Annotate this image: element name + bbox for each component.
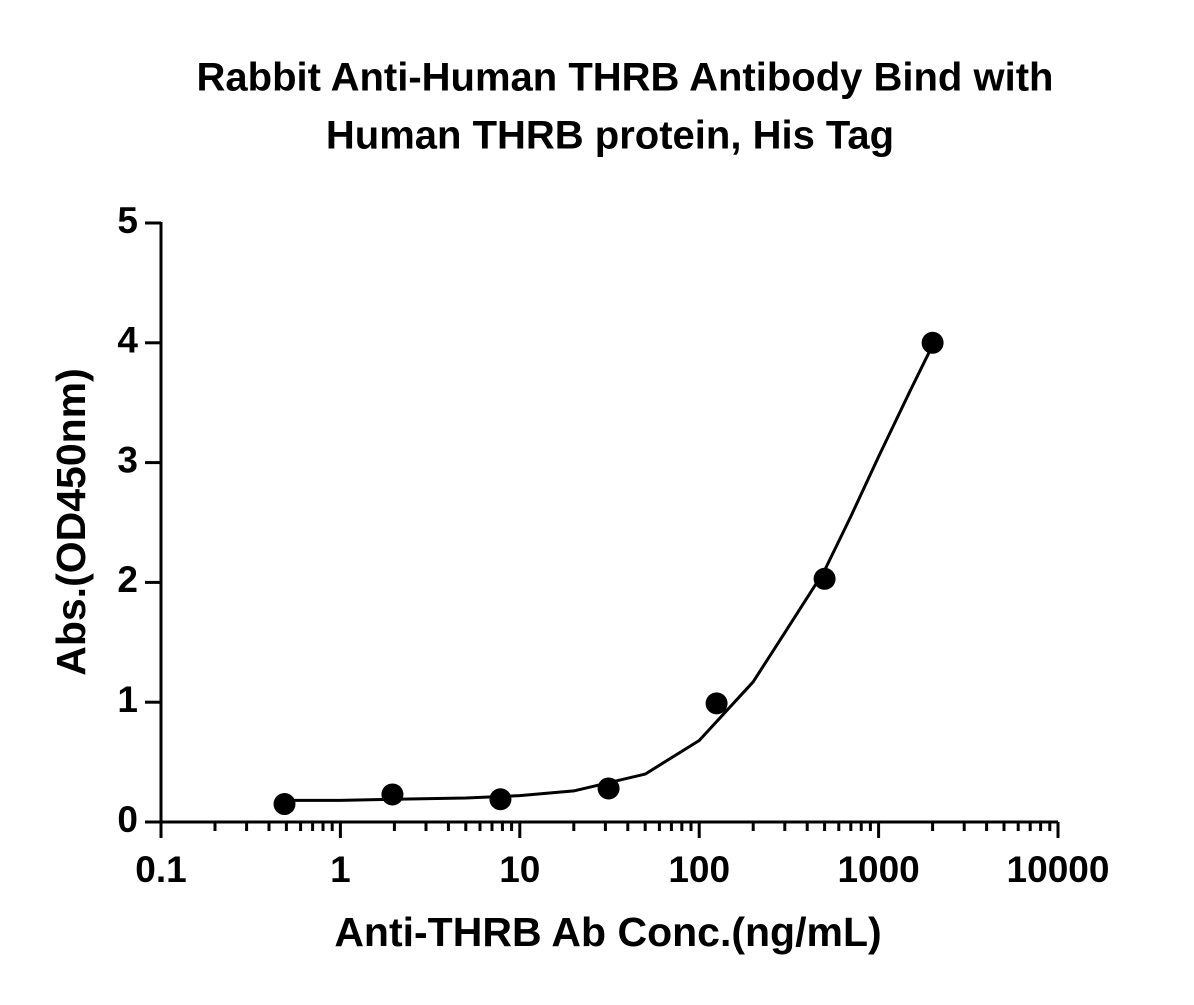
data-point [921, 331, 944, 354]
data-point [273, 793, 296, 816]
data-point [381, 783, 404, 806]
x-tick-label: 100 [668, 849, 730, 890]
y-tick-label: 5 [117, 200, 138, 241]
x-tick-label: 10 [499, 849, 540, 890]
x-axis-label: Anti-THRB Ab Conc.(ng/mL) [334, 909, 881, 955]
data-point [597, 777, 620, 800]
data-point [705, 692, 728, 715]
data-point [813, 567, 836, 590]
x-tick-label: 1000 [837, 849, 919, 890]
fit-curve [286, 344, 934, 802]
y-tick-label: 1 [117, 679, 138, 720]
chart-title: Human THRB protein, His Tag [326, 114, 894, 158]
y-tick-label: 2 [117, 559, 138, 600]
chart-title: Rabbit Anti-Human THRB Antibody Bind wit… [197, 56, 1054, 100]
x-tick-label: 1 [330, 849, 351, 890]
y-tick-label: 4 [117, 320, 138, 361]
y-axis-label: Abs.(OD450nm) [48, 368, 94, 676]
x-tick-label: 10000 [1007, 849, 1110, 890]
data-point [489, 788, 512, 811]
y-tick-label: 0 [117, 799, 138, 840]
y-tick-label: 3 [117, 439, 138, 480]
x-tick-label: 0.1 [135, 849, 186, 890]
